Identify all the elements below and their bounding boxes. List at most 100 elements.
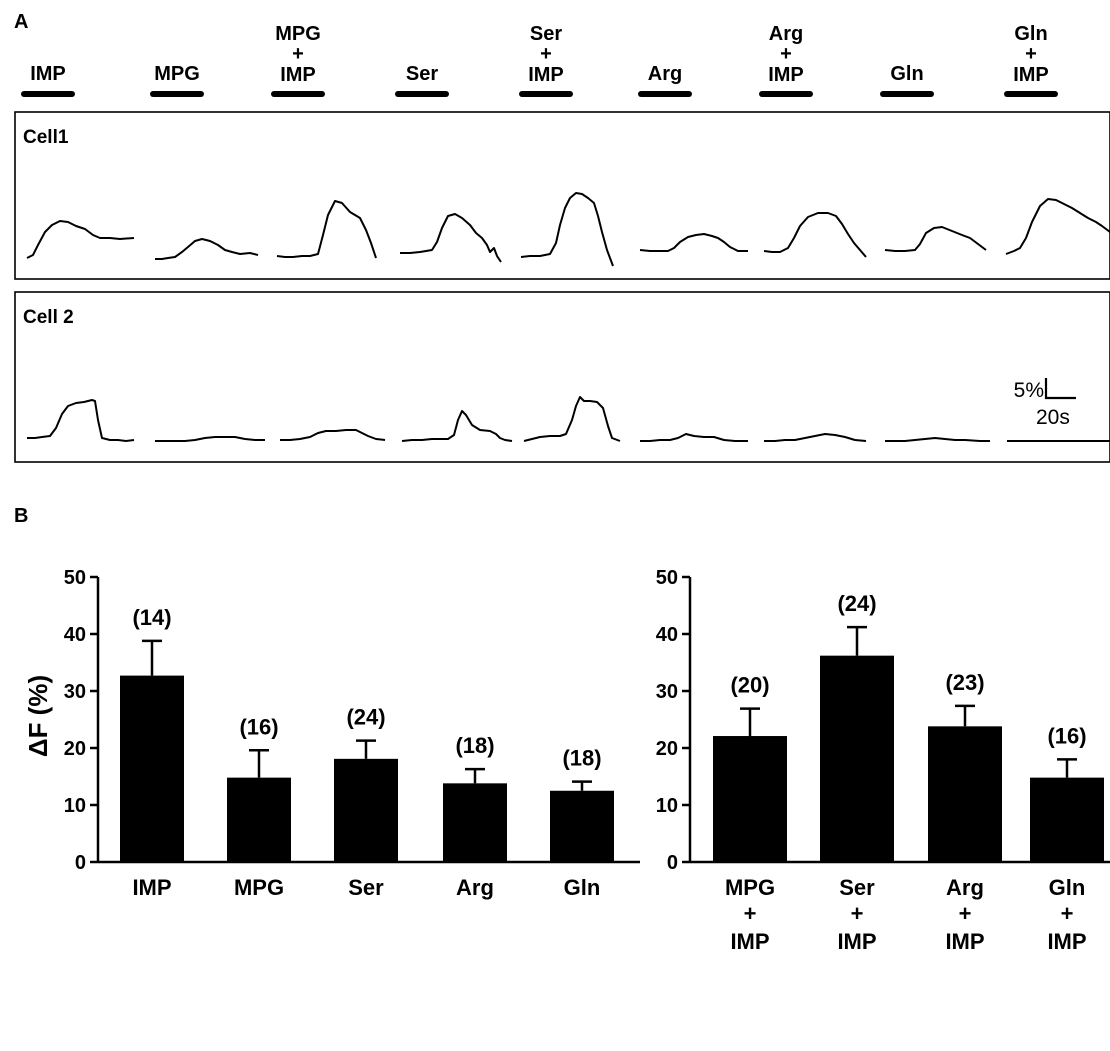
n-label: (14) <box>132 605 171 630</box>
stimulus-label: Gln <box>890 63 923 85</box>
bar <box>928 726 1002 862</box>
scale-bar-y-label: 5% <box>1014 379 1044 402</box>
y-tick-label: 10 <box>656 795 678 817</box>
n-label: (20) <box>730 673 769 698</box>
n-label: (18) <box>455 733 494 758</box>
bar <box>1030 777 1104 862</box>
calcium-trace <box>400 213 502 263</box>
calcium-trace <box>763 212 867 258</box>
stimulus-label-plus: + <box>1025 43 1037 65</box>
calcium-trace <box>884 226 987 252</box>
n-label: (16) <box>1047 723 1086 748</box>
n-label: (24) <box>346 705 385 730</box>
bar <box>550 790 614 862</box>
cell2-label: Cell 2 <box>23 307 74 328</box>
y-tick-label: 10 <box>64 795 86 817</box>
x-tick-label-line2: IMP <box>730 929 769 954</box>
stimulus-label: IMP <box>528 64 564 86</box>
n-label: (24) <box>837 591 876 616</box>
bar <box>820 655 894 862</box>
stimulus-label: Arg <box>648 63 682 85</box>
scale-bar-x-label: 20s <box>1036 406 1070 429</box>
stimulus-label-plus: + <box>780 43 792 65</box>
x-tick-label-plus: + <box>851 901 864 926</box>
x-tick-label: IMP <box>132 875 171 900</box>
x-tick-label: Ser <box>348 875 384 900</box>
x-tick-label: MPG <box>234 875 284 900</box>
x-tick-label-plus: + <box>959 901 972 926</box>
bar <box>120 675 184 862</box>
calcium-trace <box>155 436 265 442</box>
y-tick-label: 0 <box>75 852 86 874</box>
y-tick-label: 0 <box>667 852 678 874</box>
y-tick-label: 40 <box>656 624 678 646</box>
calcium-trace <box>276 200 377 259</box>
x-tick-label: Ser <box>839 875 875 900</box>
x-tick-label-plus: + <box>1061 901 1074 926</box>
calcium-trace <box>155 238 259 260</box>
bar-chart-mixture: 01020304050(20)MPG+IMP(24)Ser+IMP(23)Arg… <box>656 567 1110 954</box>
x-tick-label-plus: + <box>744 901 757 926</box>
scale-bar: 5% 20s <box>1014 378 1076 429</box>
bar <box>334 758 398 862</box>
panel-b-letter: B <box>14 505 28 527</box>
x-tick-label: MPG <box>725 875 775 900</box>
calcium-trace <box>26 220 135 259</box>
calcium-trace <box>639 233 748 252</box>
stimulus-label: IMP <box>30 63 66 85</box>
y-tick-label: 20 <box>656 738 678 760</box>
panel-a-letter: A <box>14 11 28 33</box>
cell1-label: Cell1 <box>23 127 69 148</box>
bar <box>443 783 507 862</box>
n-label: (18) <box>562 746 601 771</box>
stimulus-label: IMP <box>280 64 316 86</box>
stimulus-label-line1: Arg <box>769 23 803 45</box>
y-axis-label: ΔF (%) <box>23 675 53 757</box>
stimulus-label: IMP <box>1013 64 1049 86</box>
stimulus-label: Ser <box>406 63 438 85</box>
stimulus-label-line1: Ser <box>530 23 562 45</box>
calcium-trace <box>885 437 990 442</box>
n-label: (23) <box>945 670 984 695</box>
cell1-frame <box>14 111 1110 280</box>
x-tick-label-line2: IMP <box>1047 929 1086 954</box>
x-tick-label: Arg <box>456 875 494 900</box>
calcium-trace <box>764 433 867 442</box>
y-tick-label: 50 <box>656 567 678 589</box>
stimulus-label-line1: Gln <box>1014 23 1047 45</box>
y-tick-label: 50 <box>64 567 86 589</box>
y-tick-label: 40 <box>64 624 86 646</box>
calcium-trace <box>523 396 621 442</box>
x-tick-label: Gln <box>1049 875 1086 900</box>
x-tick-label: Gln <box>564 875 601 900</box>
bar-chart-single: 0 10 20 30 40 50 (14) IMP (16) MPG (24) Ser (18) Arg (… <box>64 567 640 900</box>
panel-b: B ΔF (%) 0 10 20 30 40 50 (14) IMP (16) MPG (24) Se… <box>14 505 1110 954</box>
cell2-frame <box>14 291 1110 463</box>
x-tick-label: Arg <box>946 875 984 900</box>
calcium-trace <box>27 399 135 442</box>
y-tick-label: 30 <box>64 681 86 703</box>
stimulus-label-plus: + <box>540 43 552 65</box>
calcium-trace <box>640 433 748 442</box>
n-label: (16) <box>239 714 278 739</box>
x-tick-label-line2: IMP <box>945 929 984 954</box>
calcium-trace <box>1005 198 1110 255</box>
calcium-trace <box>280 429 386 441</box>
y-tick-label: 20 <box>64 738 86 760</box>
bar <box>227 777 291 862</box>
cell2-traces <box>27 396 1110 442</box>
y-tick-label: 30 <box>656 681 678 703</box>
calcium-trace <box>401 410 513 442</box>
calcium-trace <box>520 192 614 267</box>
stimulus-label-line1: MPG <box>275 23 321 45</box>
cell1-traces <box>26 192 1110 267</box>
scale-bar-lines <box>1044 378 1076 400</box>
stimulus-label: MPG <box>154 63 200 85</box>
x-tick-label-line2: IMP <box>837 929 876 954</box>
stimulus-label-plus: + <box>292 43 304 65</box>
stimulus-label: IMP <box>768 64 804 86</box>
bar <box>713 736 787 862</box>
